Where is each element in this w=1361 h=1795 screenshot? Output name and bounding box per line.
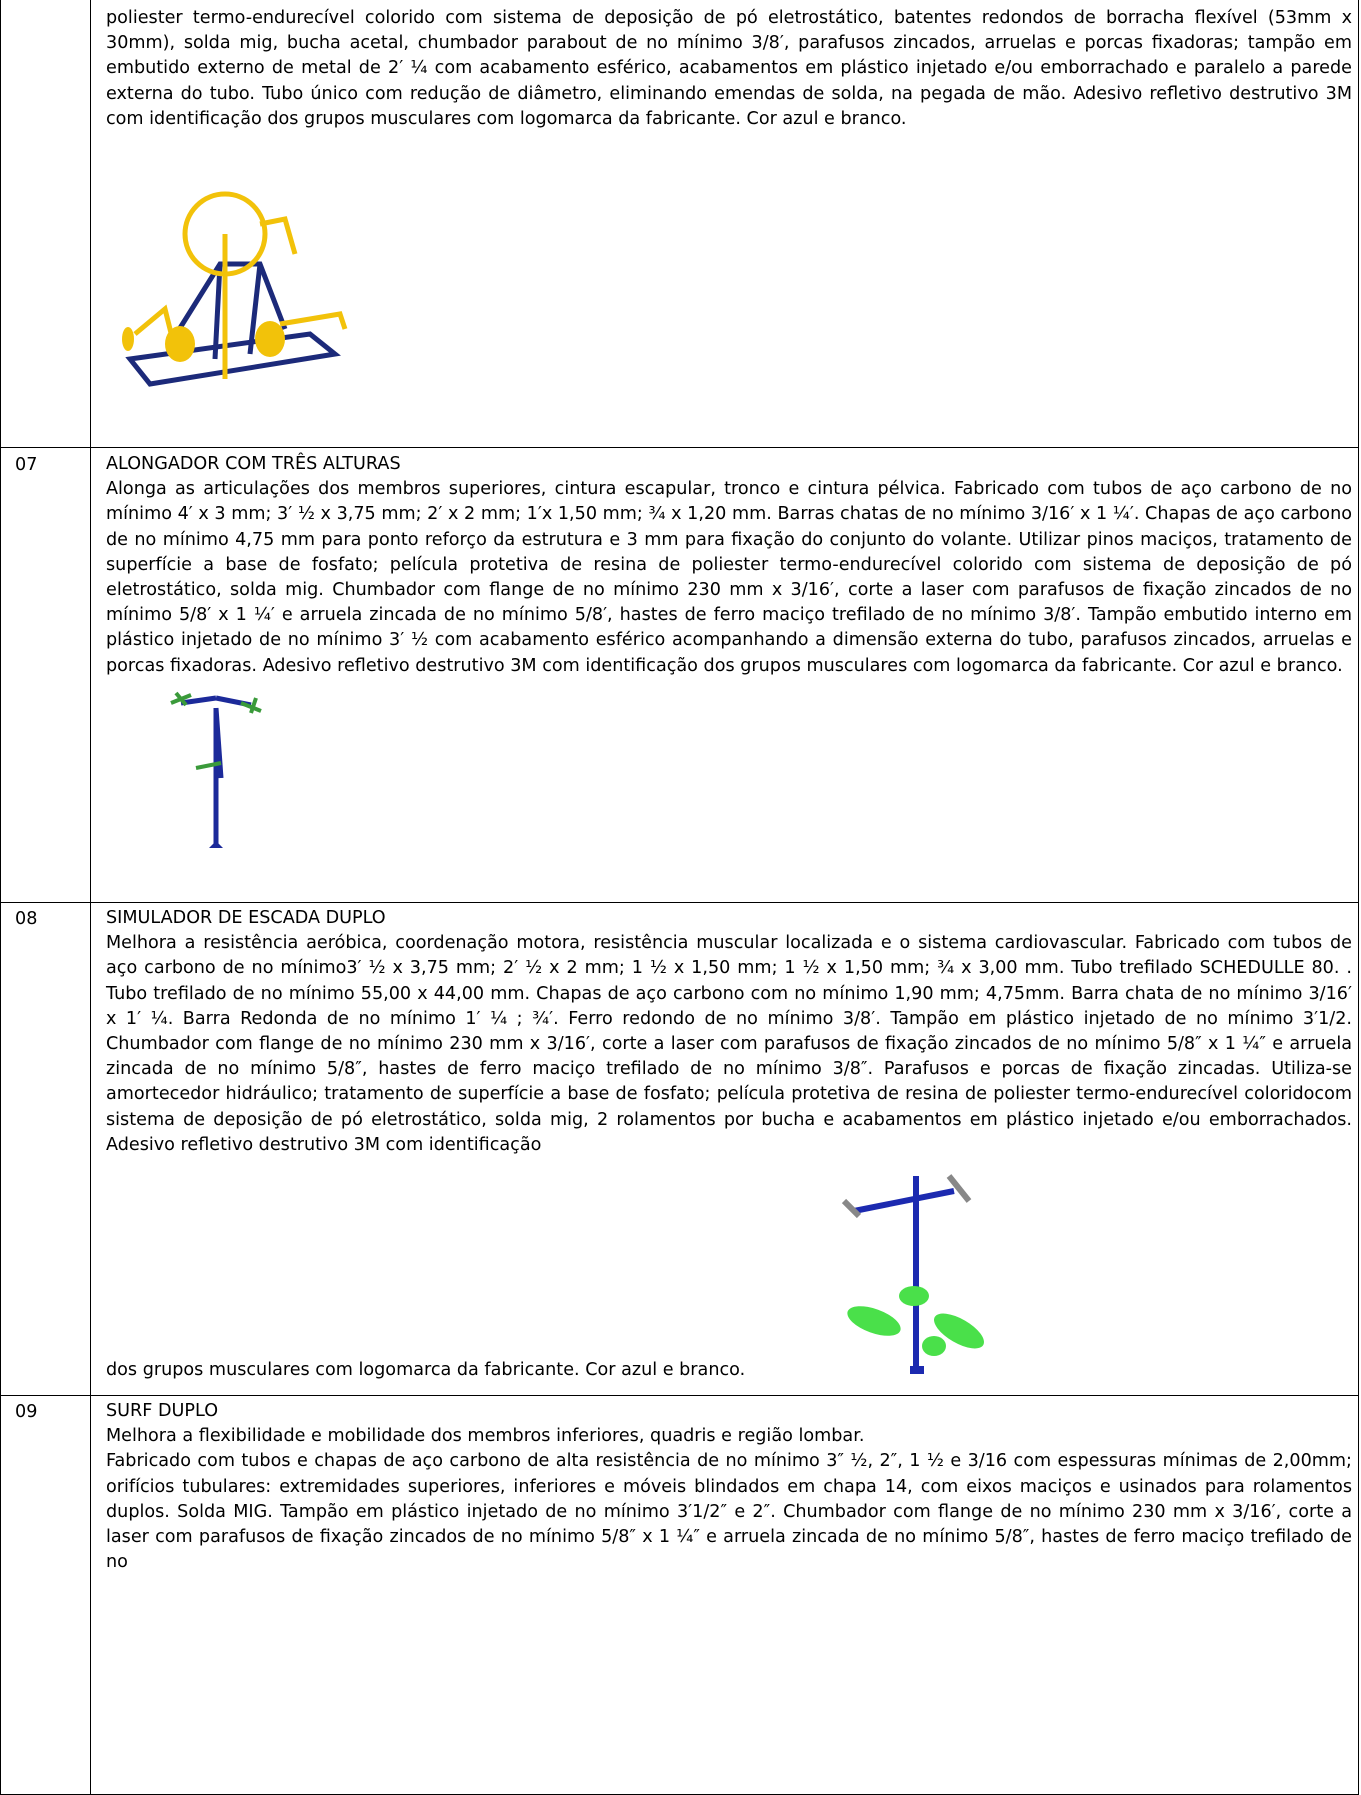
description-cell: SURF DUPLO Melhora a flexibilidade e mob… bbox=[92, 1395, 1358, 1794]
product-image bbox=[170, 691, 262, 848]
product-image bbox=[841, 1174, 984, 1375]
number-cell bbox=[1, 0, 91, 447]
description-cell: poliester termo-endurecível colorido com… bbox=[92, 0, 1358, 447]
paragraph: dos grupos musculares com logomarca da f… bbox=[106, 1359, 746, 1380]
paragraph: Melhora a flexibilidade e mobilidade dos… bbox=[106, 1426, 865, 1447]
paragraph: Alonga as articulações dos membros super… bbox=[106, 479, 1352, 676]
number-cell: 08 bbox=[1, 902, 91, 1395]
item-title: ALONGADOR COM TRÊS ALTURAS bbox=[106, 454, 401, 474]
description-cell: ALONGADOR COM TRÊS ALTURAS Alonga as art… bbox=[92, 448, 1358, 902]
image-line: dos grupos musculares com logomarca da f… bbox=[106, 1158, 1352, 1383]
paragraph: Fabricado com tubos e chapas de aço carb… bbox=[106, 1451, 1352, 1573]
description-cell: SIMULADOR DE ESCADA DUPLO Melhora a resi… bbox=[92, 902, 1358, 1395]
number-cell: 07 bbox=[1, 448, 91, 902]
item-title: SURF DUPLO bbox=[106, 1401, 219, 1421]
table-row: 08 SIMULADOR DE ESCADA DUPLO Melhora a r… bbox=[0, 902, 1359, 1396]
paragraph: Melhora a resistência aeróbica, coordena… bbox=[106, 933, 1352, 1155]
table-row: poliester termo-endurecível colorido com… bbox=[0, 0, 1359, 448]
paragraph: poliester termo-endurecível colorido com… bbox=[106, 8, 1352, 129]
table-row: 07 ALONGADOR COM TRÊS ALTURAS Alonga as … bbox=[0, 448, 1359, 903]
table-row: 09 SURF DUPLO Melhora a flexibilidade e … bbox=[0, 1395, 1359, 1795]
product-image bbox=[122, 191, 348, 387]
number-cell: 09 bbox=[1, 1395, 91, 1794]
item-title: SIMULADOR DE ESCADA DUPLO bbox=[106, 908, 386, 928]
